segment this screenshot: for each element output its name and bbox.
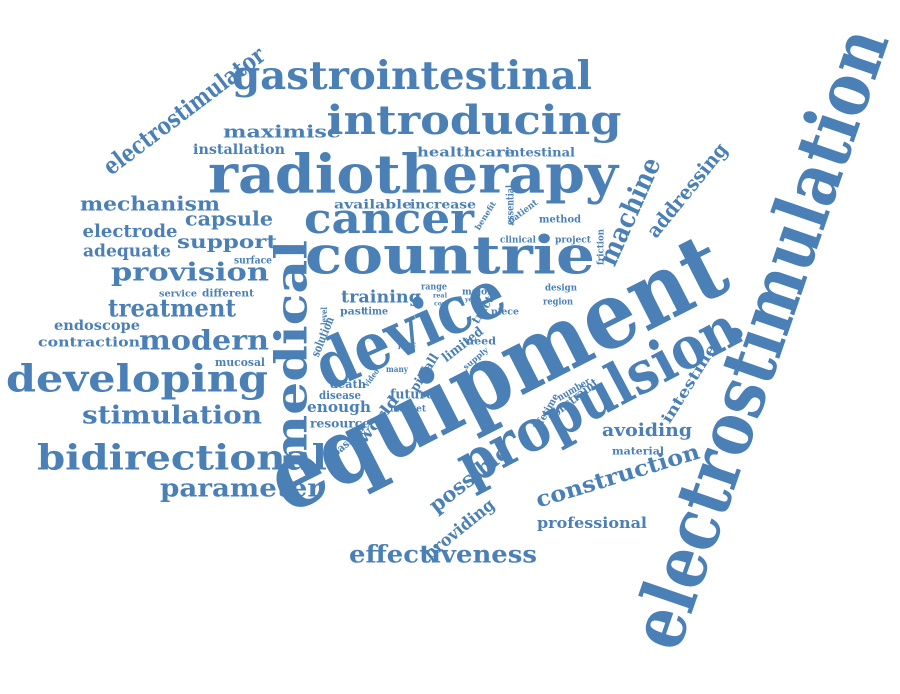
- word-stimulation: stimulation: [82, 401, 262, 430]
- word-mucosal: mucosal: [215, 356, 265, 369]
- word-medical: medical: [267, 240, 318, 470]
- word-provision: provision: [111, 258, 269, 287]
- word-year: year: [464, 297, 480, 304]
- word-range: range: [421, 283, 447, 293]
- word-capsule: capsule: [185, 207, 273, 231]
- word-service: service: [159, 290, 197, 300]
- word-effectiveness: effectiveness: [349, 540, 537, 569]
- word-support: support: [177, 231, 277, 253]
- word-friction: friction: [597, 229, 607, 265]
- word-many: many: [386, 364, 408, 374]
- word-death: death: [330, 378, 366, 391]
- word-method: method: [539, 215, 581, 226]
- word-disease: disease: [319, 389, 361, 402]
- word-contraction: contraction: [38, 336, 141, 351]
- word-project: project: [555, 236, 592, 246]
- word-cancer: cancer: [304, 194, 475, 243]
- word-maximise: maximise: [223, 123, 341, 143]
- word-clinical: clinical: [500, 236, 537, 246]
- word-cost: cost: [434, 301, 448, 308]
- word-introducing: introducing: [327, 97, 622, 144]
- word-adequate: adequate: [83, 242, 171, 262]
- word-proc: proc: [398, 339, 416, 349]
- word-surface: surface: [234, 256, 272, 267]
- word-training: training: [341, 288, 421, 308]
- word-material: material: [612, 447, 664, 458]
- word-major: major: [462, 288, 492, 298]
- word-bidirectional: bidirectional: [37, 438, 327, 479]
- word-countrie: countrie: [305, 226, 595, 287]
- word-endoscope: endoscope: [54, 318, 140, 334]
- word-available: available: [334, 198, 412, 212]
- word-healthcare: healthcare: [417, 146, 515, 161]
- word-level: level: [319, 307, 329, 325]
- word-different: different: [202, 289, 254, 300]
- word-professional: professional: [537, 514, 647, 532]
- word-market: market: [390, 405, 427, 415]
- word-essential: essential: [506, 185, 517, 225]
- word-real: real: [433, 293, 448, 300]
- word-piece: piece: [491, 308, 519, 318]
- word-time: time: [364, 307, 388, 318]
- word-installation: installation: [193, 142, 285, 158]
- word-radiotherapy: radiotherapy: [208, 144, 620, 206]
- word-parameter: parameter: [160, 474, 323, 503]
- word-modern: modern: [139, 326, 269, 357]
- word-need: need: [466, 337, 496, 348]
- word-intestinal: intestinal: [505, 146, 575, 160]
- word-developing: developing: [6, 357, 268, 401]
- word-future: future: [390, 388, 434, 403]
- word-gastrointestinal: gastrointestinal: [232, 53, 592, 99]
- word-enough: enough: [307, 398, 371, 416]
- word-past: past: [340, 307, 366, 318]
- word-mechanism: mechanism: [80, 192, 220, 216]
- word-treatment: treatment: [108, 294, 236, 323]
- word-region: region: [543, 298, 573, 308]
- word-design: design: [545, 284, 577, 294]
- word-increase: increase: [410, 198, 476, 212]
- word-avoiding: avoiding: [602, 420, 692, 441]
- word-resource: resource: [310, 417, 370, 431]
- word-electrode: electrode: [83, 221, 178, 242]
